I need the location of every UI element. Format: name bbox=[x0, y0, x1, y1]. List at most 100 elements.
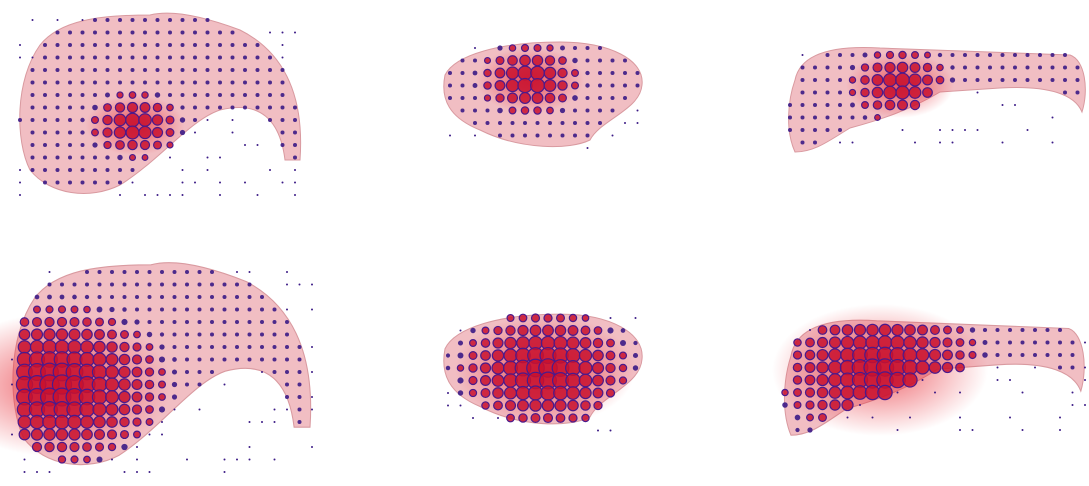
grid-dot bbox=[243, 43, 247, 47]
grid-dot bbox=[80, 130, 84, 134]
grid-dot bbox=[909, 87, 921, 99]
grid-dot bbox=[93, 56, 97, 60]
grid-dot bbox=[235, 308, 239, 312]
grid-dot bbox=[109, 307, 114, 312]
grid-dot bbox=[623, 84, 627, 88]
grid-dot bbox=[886, 51, 893, 58]
grid-dot bbox=[285, 383, 289, 387]
grid-dot bbox=[273, 320, 277, 324]
grid-dot bbox=[872, 417, 874, 419]
grid-dot bbox=[817, 374, 828, 385]
grid-dot bbox=[1063, 66, 1067, 70]
grid-dot bbox=[98, 295, 102, 299]
grid-dot bbox=[43, 43, 47, 47]
grid-dot bbox=[168, 18, 172, 22]
grid-dot bbox=[473, 109, 477, 113]
grid-dot bbox=[198, 320, 202, 324]
grid-dot bbox=[81, 31, 85, 35]
grid-dot bbox=[793, 363, 801, 371]
grid-dot bbox=[143, 56, 147, 60]
grid-dot bbox=[541, 386, 555, 400]
grid-dot bbox=[1002, 104, 1004, 106]
grid-dot bbox=[1013, 78, 1017, 82]
grid-dot bbox=[273, 333, 277, 337]
grid-dot bbox=[286, 409, 288, 411]
grid-dot bbox=[160, 320, 164, 324]
grid-dot bbox=[256, 56, 260, 60]
grid-dot bbox=[210, 270, 214, 274]
grid-dot bbox=[281, 93, 285, 97]
grid-dot bbox=[69, 329, 80, 340]
grid-dot bbox=[838, 128, 842, 132]
grid-dot bbox=[597, 430, 599, 432]
grid-dot bbox=[826, 103, 830, 107]
grid-dot bbox=[943, 350, 953, 360]
grid-dot bbox=[813, 66, 817, 70]
grid-dot bbox=[912, 52, 919, 59]
grid-dot bbox=[159, 381, 166, 388]
grid-dot bbox=[1021, 341, 1025, 345]
grid-dot bbox=[166, 116, 174, 124]
grid-dot bbox=[612, 135, 614, 137]
grid-dot bbox=[548, 134, 552, 138]
grid-dot bbox=[146, 344, 153, 351]
grid-dot bbox=[248, 358, 252, 362]
grid-dot bbox=[98, 270, 102, 274]
grid-dot bbox=[119, 366, 130, 377]
grid-dot bbox=[494, 326, 502, 334]
grid-dot bbox=[460, 405, 462, 407]
grid-dot bbox=[897, 392, 899, 394]
grid-dot bbox=[103, 128, 112, 137]
grid-dot bbox=[914, 142, 916, 144]
grid-dot bbox=[559, 57, 567, 65]
grid-dot bbox=[902, 129, 904, 131]
grid-dot bbox=[118, 18, 122, 22]
grid-dot bbox=[969, 352, 976, 359]
grid-dot bbox=[950, 77, 955, 82]
grid-dot bbox=[530, 400, 541, 411]
grid-dot bbox=[43, 81, 47, 85]
grid-dot bbox=[849, 77, 855, 83]
grid-dot bbox=[594, 327, 602, 335]
grid-dot bbox=[976, 53, 980, 57]
grid-dot bbox=[1084, 342, 1086, 344]
grid-dot bbox=[1013, 53, 1017, 57]
grid-dot bbox=[544, 314, 552, 322]
grid-dot bbox=[185, 320, 189, 324]
grid-dot bbox=[508, 93, 518, 103]
grid-dot bbox=[1001, 78, 1005, 82]
grid-dot bbox=[81, 93, 85, 97]
grid-dot bbox=[143, 31, 147, 35]
grid-dot bbox=[547, 107, 554, 114]
grid-dot bbox=[31, 81, 35, 85]
grid-dot bbox=[106, 56, 110, 60]
grid-dot bbox=[982, 352, 988, 358]
grid-dot bbox=[983, 340, 988, 345]
grid-dot bbox=[173, 345, 177, 349]
grid-dot bbox=[131, 43, 135, 47]
grid-dot bbox=[96, 456, 102, 462]
grid-dot bbox=[813, 78, 817, 82]
grid-dot bbox=[249, 421, 251, 423]
grid-dot bbox=[56, 143, 60, 147]
grid-dot bbox=[156, 68, 160, 72]
grid-dot bbox=[484, 82, 491, 89]
grid-dot bbox=[260, 333, 264, 337]
grid-dot bbox=[854, 324, 865, 335]
grid-dot bbox=[260, 320, 264, 324]
grid-dot bbox=[93, 93, 97, 97]
grid-dot bbox=[93, 403, 106, 416]
grid-dot bbox=[132, 367, 142, 377]
grid-dot bbox=[106, 68, 110, 72]
grid-dot bbox=[579, 374, 592, 387]
grid-dot bbox=[298, 358, 302, 362]
grid-dot bbox=[122, 307, 126, 311]
grid-dot bbox=[636, 71, 640, 75]
grid-dot bbox=[817, 387, 827, 397]
grid-dot bbox=[82, 429, 93, 440]
grid-dot bbox=[861, 76, 869, 84]
grid-dot bbox=[260, 295, 264, 299]
grid-dot bbox=[281, 118, 285, 122]
grid-dot bbox=[1022, 429, 1024, 431]
grid-dot bbox=[1008, 328, 1012, 332]
